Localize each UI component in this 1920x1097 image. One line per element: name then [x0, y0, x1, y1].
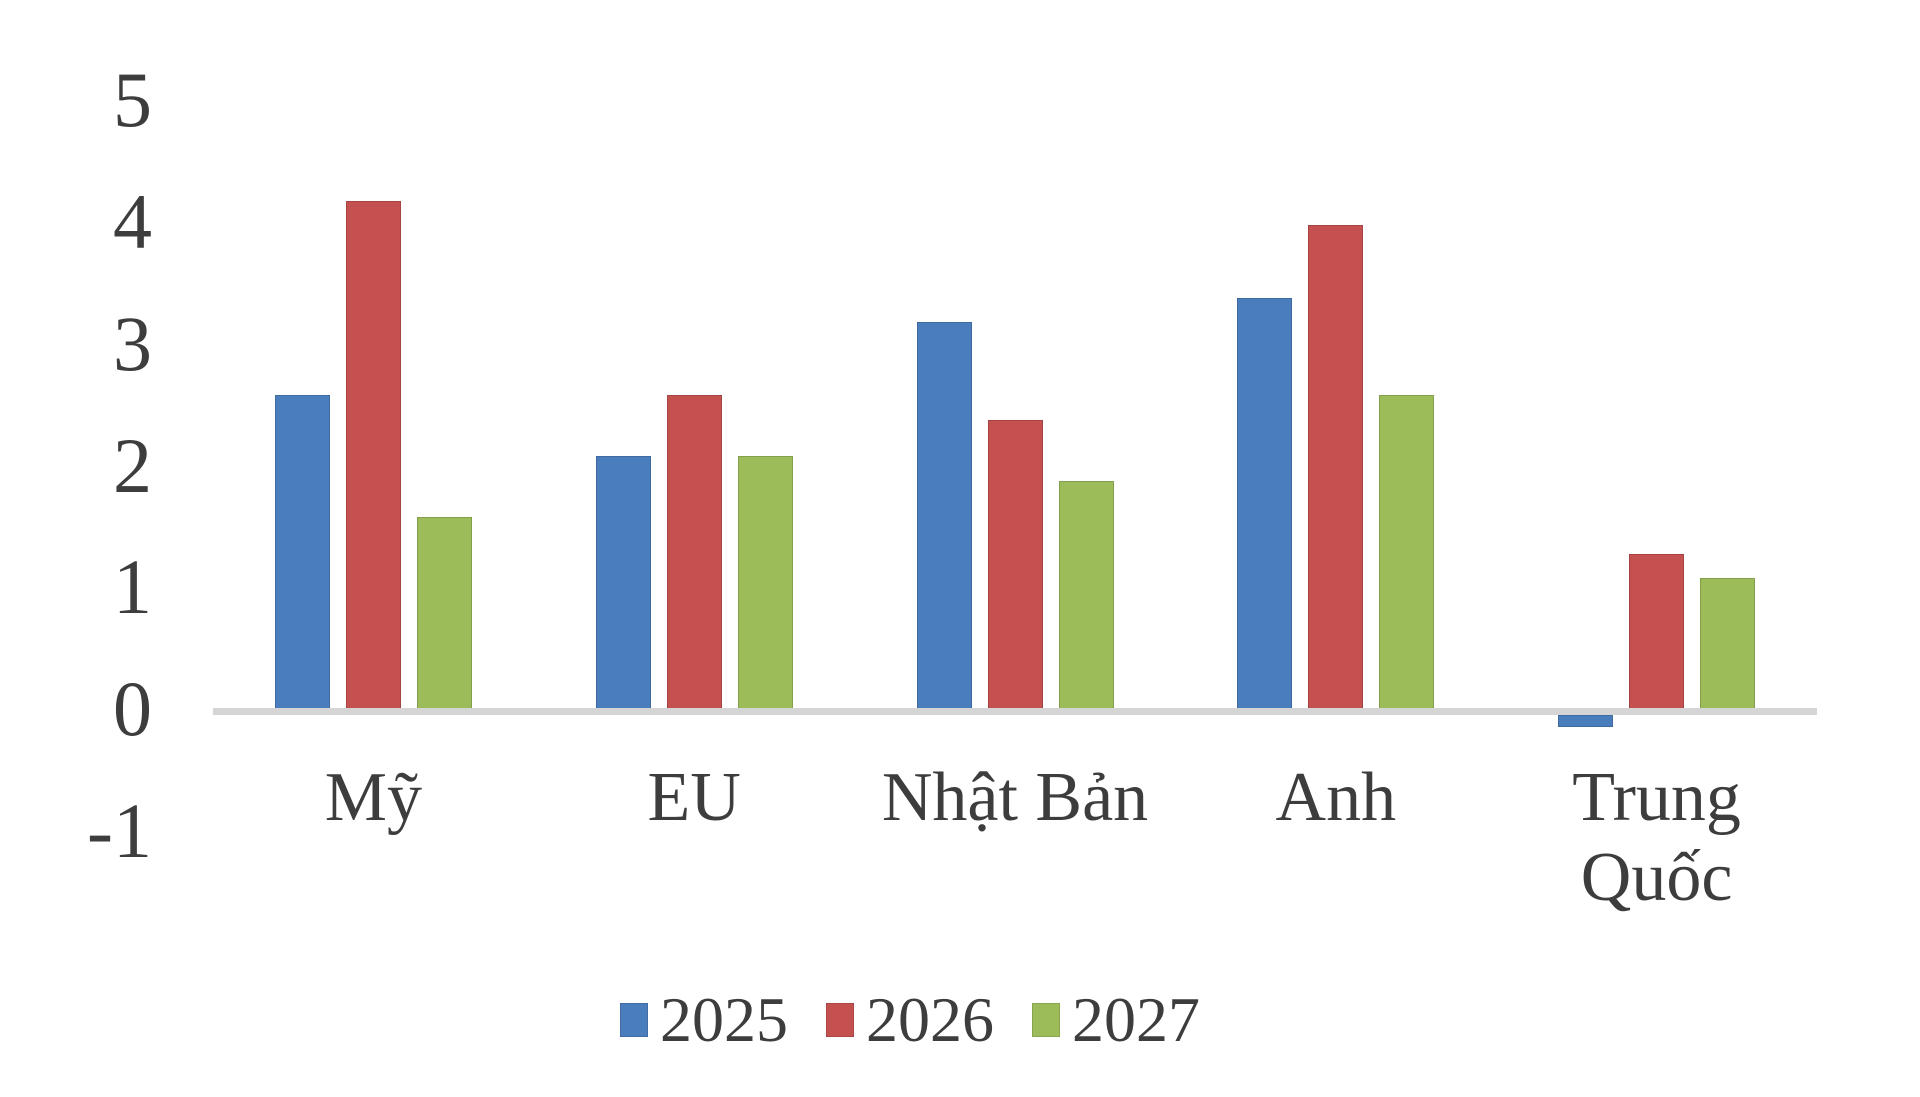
x-axis-category-label: Anh [1275, 759, 1397, 836]
y-axis-tick-label: 1 [113, 543, 152, 631]
legend-swatch-2026-icon [826, 1003, 854, 1037]
x-axis-category-label: Nhật Bản [881, 759, 1149, 836]
bar-2025-Mỹ [275, 395, 330, 712]
x-axis-category-label: Mỹ [324, 759, 423, 836]
y-axis-tick-label: 4 [113, 177, 152, 265]
bar-2025-Anh [1237, 298, 1293, 712]
y-axis-tick-label: 0 [113, 664, 152, 752]
bar-2027-Nhật-Bản [1058, 480, 1114, 712]
bar-2027-Mỹ [417, 517, 472, 712]
legend-label-2027: 2027 [1072, 984, 1200, 1055]
legend-item-2026: 2026 [826, 988, 994, 1052]
y-axis-tick-label: -1 [87, 786, 152, 874]
bar-2026-Nhật-Bản [987, 419, 1043, 712]
bar-2025-Trung-Quốc [1558, 715, 1614, 728]
x-axis-category-label: Trung Quốc [1572, 759, 1741, 916]
bar-2026-EU [666, 395, 722, 712]
legend-swatch-2027-icon [1032, 1003, 1060, 1037]
bar-2026-Mỹ [346, 200, 401, 712]
y-axis-tick-label: 5 [113, 56, 152, 144]
bar-2025-EU [595, 456, 651, 712]
legend-item-2025: 2025 [620, 988, 788, 1052]
bar-2027-Trung-Quốc [1700, 578, 1756, 712]
legend-item-2027: 2027 [1032, 988, 1200, 1052]
bar-2027-EU [737, 456, 793, 712]
legend: 2025 2026 2027 [620, 988, 1200, 1052]
legend-swatch-2025-icon [620, 1003, 648, 1037]
bar-2026-Anh [1308, 225, 1364, 712]
bar-2027-Anh [1379, 395, 1435, 712]
y-axis-tick-label: 3 [113, 299, 152, 387]
legend-label-2025: 2025 [660, 984, 788, 1055]
x-axis-line [213, 708, 1817, 715]
x-axis-category-label: EU [647, 759, 741, 836]
bar-2025-Nhật-Bản [916, 322, 972, 712]
y-axis: 5 4 3 2 1 0 -1 [0, 0, 152, 1097]
legend-label-2026: 2026 [866, 984, 994, 1055]
y-axis-tick-label: 2 [113, 421, 152, 509]
bar-2026-Trung-Quốc [1629, 553, 1685, 712]
